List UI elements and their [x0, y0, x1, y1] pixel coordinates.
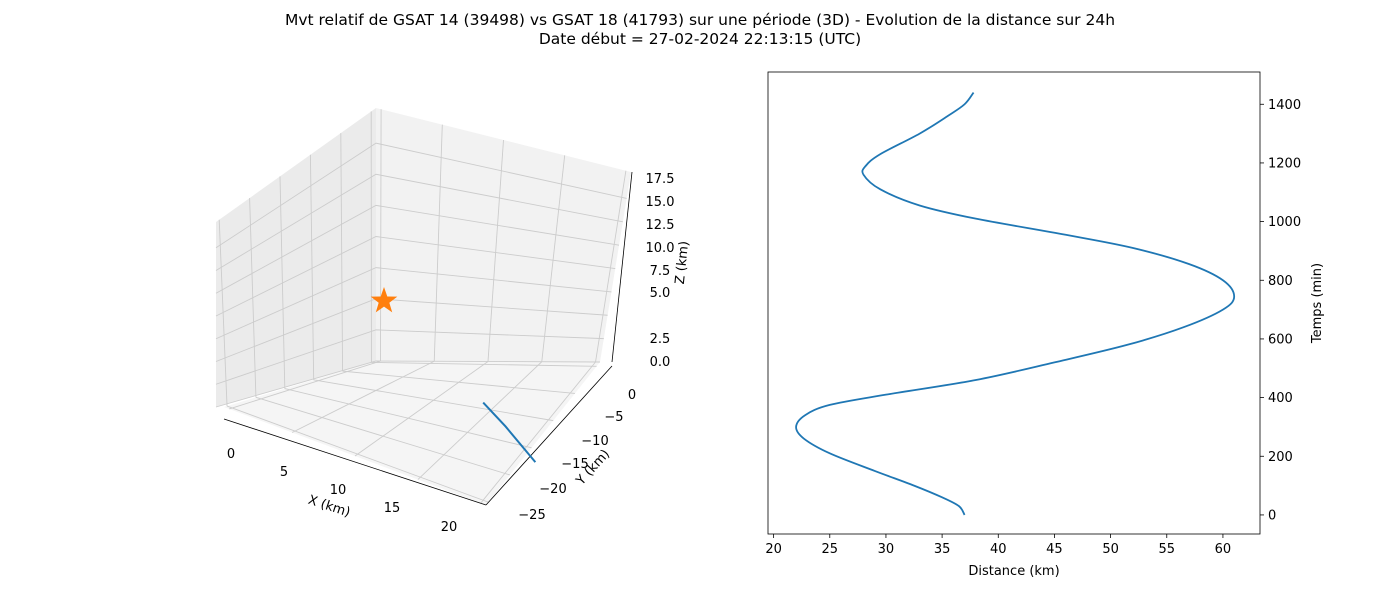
x-tick-label: 15: [384, 501, 401, 516]
grid-line: [433, 124, 443, 362]
grid-3d: [215, 109, 627, 504]
y-tick-label: 400: [1268, 391, 1293, 406]
x-tick-label: 60: [1215, 542, 1232, 557]
y-axis-line: [485, 365, 613, 506]
y-tick-label: 0: [628, 388, 636, 403]
z-tick-label: 7.5: [650, 264, 671, 279]
grid-line: [487, 139, 504, 362]
z-tick-label: 10.0: [646, 241, 675, 256]
y-tick-label: −15: [561, 457, 588, 472]
x-tick-label: 0: [227, 447, 235, 462]
grid-line: [354, 361, 489, 457]
z-tick-label: 15.0: [646, 195, 675, 210]
z-axis-line: [611, 171, 633, 363]
x-tick-label: 25: [822, 542, 839, 557]
grid-line: [215, 267, 612, 340]
figure-title-line-1: Mvt relatif de GSAT 14 (39498) vs GSAT 1…: [285, 11, 1115, 29]
x-tick-label: 45: [1046, 542, 1063, 557]
x-tick-label: 10: [330, 483, 347, 498]
grid-line: [215, 142, 627, 249]
pane-back-right: [376, 108, 631, 362]
y-tick-label: 1200: [1268, 156, 1301, 171]
star-marker: [370, 287, 398, 313]
trajectory-3d-line: [482, 401, 537, 463]
x-tick-label: 30: [878, 542, 895, 557]
x-axis-line: [223, 418, 487, 506]
grid-line: [309, 154, 315, 380]
grid-line: [595, 170, 627, 363]
y-tick-label: −10: [581, 434, 608, 449]
grid-line: [215, 204, 620, 294]
y-tick-label: 600: [1268, 332, 1293, 347]
grid-line: [215, 329, 604, 385]
grid-line: [229, 360, 381, 410]
chart-distance: 20 25 30 35 40 45 50 55 60 0 200 400 600 800 1000 1200…: [765, 71, 1325, 579]
y-tick-label: −5: [604, 410, 623, 425]
z-tick-label: 2.5: [650, 332, 671, 347]
ticks-3d: 0 5 10 15 20 0 −5 −10 −15 −20 −25 0.0 2.5 5.0 7.5 10.0 1…: [227, 172, 675, 535]
grid-line: [291, 360, 435, 433]
grid-line: [480, 361, 596, 504]
grid-line: [417, 361, 543, 480]
grid-line: [340, 133, 344, 372]
y-ticks: 0 200 400 600 800 1000 1200 1400: [1260, 98, 1301, 523]
z-tick-label: 12.5: [646, 218, 675, 233]
x-tick-label: 20: [441, 520, 458, 535]
z-tick-label: 5.0: [650, 286, 671, 301]
grid-line: [215, 360, 601, 408]
grid-line: [342, 370, 575, 394]
figure-title-line-2: Date début = 27-02-2024 22:13:15 (UTC): [539, 30, 861, 48]
grid-line: [215, 173, 623, 271]
y-axis-label-2d: Temps (min): [1310, 263, 1325, 344]
y-tick-label: 1000: [1268, 215, 1301, 230]
y-tick-label: 200: [1268, 450, 1293, 465]
x-tick-label: 40: [990, 542, 1007, 557]
x-tick-label: 5: [280, 465, 288, 480]
y-tick-label: 1400: [1268, 98, 1301, 113]
x-tick-label: 50: [1102, 542, 1119, 557]
grid-line: [279, 176, 286, 389]
pane-back-left: [216, 108, 376, 407]
grid-line: [215, 236, 616, 317]
chart-3d: 0 5 10 15 20 0 −5 −10 −15 −20 −25 0.0 2.5 5.0 7.5 10.0 1…: [215, 108, 692, 535]
grid-line: [371, 361, 597, 367]
z-tick-label: 17.5: [646, 172, 675, 187]
distance-series-line: [795, 91, 1236, 516]
grid-line: [541, 155, 566, 362]
y-tick-label: −25: [518, 508, 545, 523]
y-tick-label: 800: [1268, 274, 1293, 289]
x-tick-label: 35: [934, 542, 951, 557]
plot-frame: [767, 71, 1261, 535]
grid-line: [255, 396, 511, 476]
y-tick-label: −20: [539, 482, 566, 497]
z-axis-label: Z (km): [673, 240, 692, 285]
grid-line: [313, 379, 554, 422]
x-tick-label: 55: [1158, 542, 1175, 557]
grid-line: [380, 109, 382, 362]
x-ticks: 20 25 30 35 40 45 50 55 60: [765, 534, 1231, 557]
z-tick-label: 0.0: [650, 355, 671, 370]
grid-line: [284, 388, 532, 449]
x-axis-label-2d: Distance (km): [968, 564, 1059, 579]
grid-line: [226, 405, 489, 503]
x-tick-label: 20: [765, 542, 782, 557]
y-tick-label: 0: [1268, 508, 1276, 523]
